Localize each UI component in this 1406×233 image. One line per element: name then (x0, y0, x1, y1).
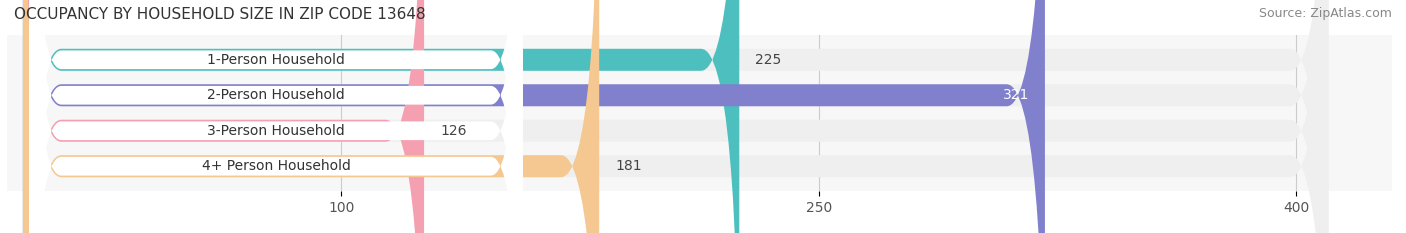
Text: 225: 225 (755, 53, 782, 67)
FancyBboxPatch shape (22, 0, 1329, 233)
Text: 3-Person Household: 3-Person Household (207, 124, 344, 138)
FancyBboxPatch shape (22, 0, 425, 233)
FancyBboxPatch shape (22, 0, 599, 233)
FancyBboxPatch shape (30, 0, 523, 233)
FancyBboxPatch shape (22, 0, 1329, 233)
FancyBboxPatch shape (30, 0, 523, 233)
FancyBboxPatch shape (22, 0, 1045, 233)
Text: 181: 181 (614, 159, 641, 173)
Text: Source: ZipAtlas.com: Source: ZipAtlas.com (1258, 7, 1392, 20)
FancyBboxPatch shape (22, 0, 1329, 233)
Text: 321: 321 (1002, 88, 1029, 102)
Text: 126: 126 (440, 124, 467, 138)
Text: 4+ Person Household: 4+ Person Household (201, 159, 350, 173)
FancyBboxPatch shape (22, 0, 740, 233)
Text: 1-Person Household: 1-Person Household (207, 53, 344, 67)
Text: 2-Person Household: 2-Person Household (207, 88, 344, 102)
FancyBboxPatch shape (22, 0, 1329, 233)
FancyBboxPatch shape (30, 0, 523, 233)
FancyBboxPatch shape (30, 0, 523, 233)
Text: OCCUPANCY BY HOUSEHOLD SIZE IN ZIP CODE 13648: OCCUPANCY BY HOUSEHOLD SIZE IN ZIP CODE … (14, 7, 426, 22)
